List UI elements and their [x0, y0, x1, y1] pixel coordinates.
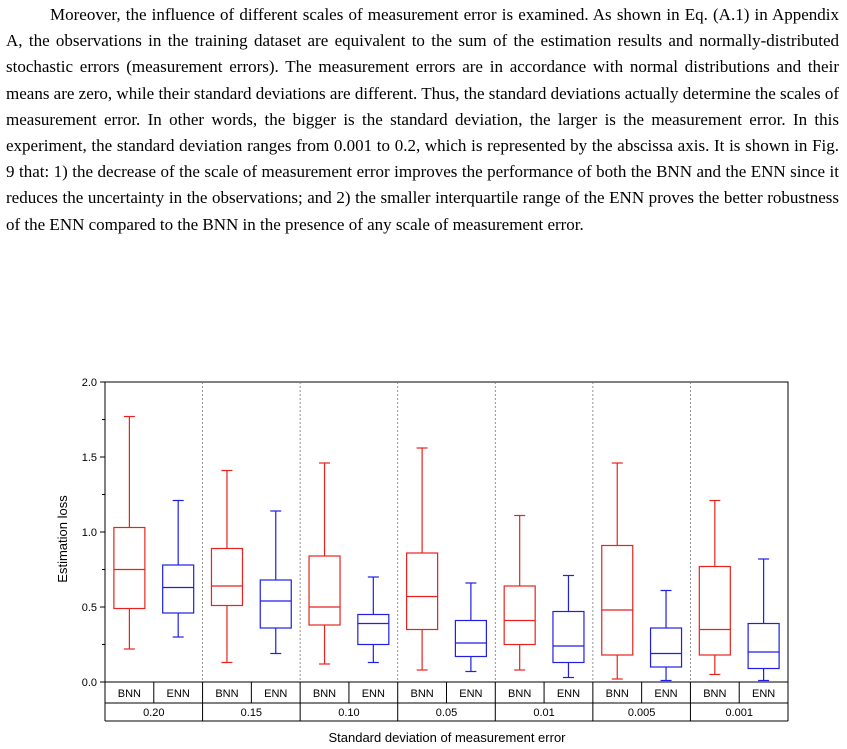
series-tick-label: BNN [215, 688, 238, 700]
box-iqr [210, 547, 244, 607]
series-tick-label: ENN [362, 688, 385, 700]
series-tick-label: ENN [167, 688, 190, 700]
box-iqr [259, 579, 292, 629]
y-tick-label: 0.0 [82, 677, 97, 689]
series-tick-label: BNN [313, 688, 336, 700]
box-iqr [454, 619, 487, 658]
group-tick-label: 0.001 [725, 707, 753, 719]
plot-frame [104, 381, 789, 683]
y-tick-label: 1.0 [82, 527, 97, 539]
box-iqr [698, 565, 731, 656]
series-tick-label: ENN [264, 688, 287, 700]
box-iqr [552, 610, 585, 664]
box-iqr [308, 555, 341, 626]
series-tick-label: ENN [557, 688, 580, 700]
series-tick-label: BNN [606, 688, 629, 700]
series-tick-label: ENN [752, 688, 775, 700]
group-tick-label: 0.15 [241, 707, 262, 719]
y-tick-label: 2.0 [82, 377, 97, 389]
body-paragraph: Moreover, the influence of different sca… [6, 5, 840, 234]
box-iqr [162, 564, 195, 614]
y-tick-label: 0.5 [82, 602, 97, 614]
box-iqr [357, 613, 390, 646]
series-tick-label: BNN [410, 688, 433, 700]
y-tick-label: 1.5 [82, 452, 97, 464]
box-iqr [113, 526, 146, 610]
box-iqr [406, 552, 439, 631]
box-iqr [503, 585, 536, 646]
series-tick-label: ENN [459, 688, 482, 700]
group-tick-label: 0.05 [436, 707, 457, 719]
box-iqr [649, 627, 683, 668]
box-iqr [747, 622, 780, 670]
group-tick-label: 0.01 [533, 707, 554, 719]
series-tick-label: BNN [118, 688, 141, 700]
series-tick-label: BNN [508, 688, 531, 700]
y-axis-label: Estimation loss [55, 495, 70, 583]
group-tick-label: 0.20 [143, 707, 164, 719]
group-tick-label: 0.005 [628, 707, 656, 719]
group-tick-label: 0.10 [338, 707, 359, 719]
box-iqr [601, 544, 634, 656]
series-tick-label: BNN [703, 688, 726, 700]
x-axis-label: Standard deviation of measurement error [328, 730, 566, 745]
series-tick-label: ENN [654, 688, 677, 700]
